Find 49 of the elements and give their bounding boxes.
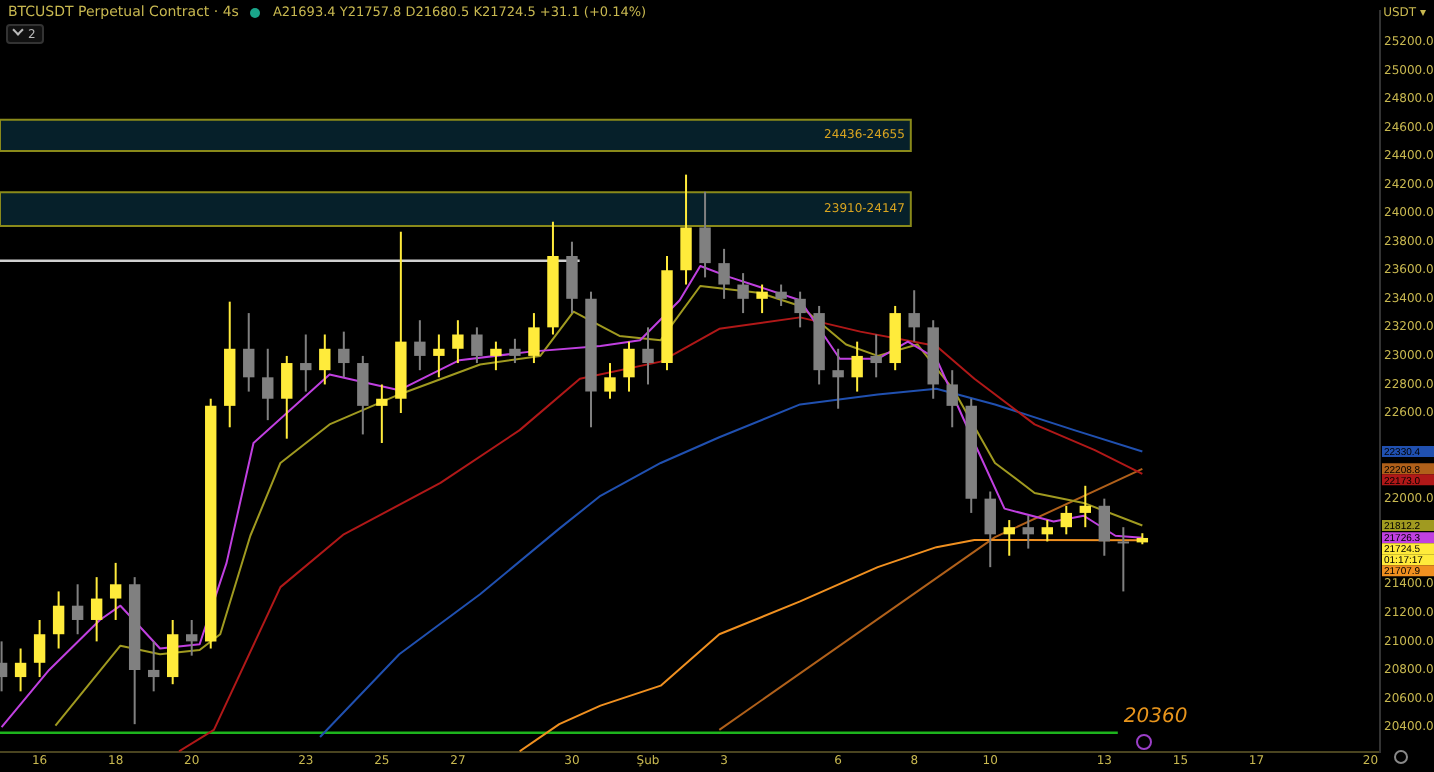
candlestick	[908, 289, 920, 343]
candlestick	[90, 576, 103, 643]
candlestick	[604, 362, 616, 400]
candlestick	[433, 333, 445, 379]
candlestick	[718, 247, 730, 300]
candlestick	[262, 347, 274, 422]
candlestick	[357, 354, 369, 436]
candlestick	[756, 283, 768, 315]
candlestick	[1022, 514, 1034, 550]
candlestick	[33, 618, 46, 679]
candlestick	[775, 283, 787, 307]
candlestick	[109, 561, 122, 621]
candlestick	[414, 319, 426, 372]
candlestick	[851, 340, 863, 393]
candlestick	[166, 618, 179, 686]
candlestick	[1041, 519, 1053, 543]
candlestick	[737, 272, 749, 315]
candlestick	[147, 640, 160, 693]
candlestick	[699, 190, 711, 279]
candlestick	[186, 618, 198, 657]
candlestick	[832, 347, 844, 410]
candlestick	[1117, 526, 1130, 593]
candlestick	[870, 333, 882, 379]
candlestick	[528, 312, 540, 365]
candlestick	[490, 340, 502, 372]
candlestick	[471, 326, 483, 365]
candlestick	[794, 290, 806, 329]
candlestick	[623, 340, 635, 393]
candlestick	[566, 240, 578, 315]
candlestick	[376, 383, 388, 444]
candlestick	[1060, 504, 1072, 536]
candlestick	[642, 326, 654, 386]
candlestick	[452, 319, 464, 365]
candlestick	[680, 173, 692, 286]
candlestick	[281, 354, 293, 440]
candlestick	[1003, 519, 1015, 557]
candlestick	[509, 337, 521, 365]
candlestick	[984, 490, 996, 569]
candlestick	[319, 333, 331, 386]
candlestick	[338, 330, 350, 379]
candlestick	[1079, 484, 1092, 529]
ref-line-label: 20360	[1123, 705, 1188, 728]
candlestick	[300, 333, 312, 393]
candlestick	[1098, 497, 1111, 557]
candlestick	[243, 312, 255, 393]
candlestick	[52, 590, 65, 650]
candlestick	[71, 583, 84, 636]
candlestick	[14, 647, 27, 693]
candlestick	[946, 369, 958, 429]
